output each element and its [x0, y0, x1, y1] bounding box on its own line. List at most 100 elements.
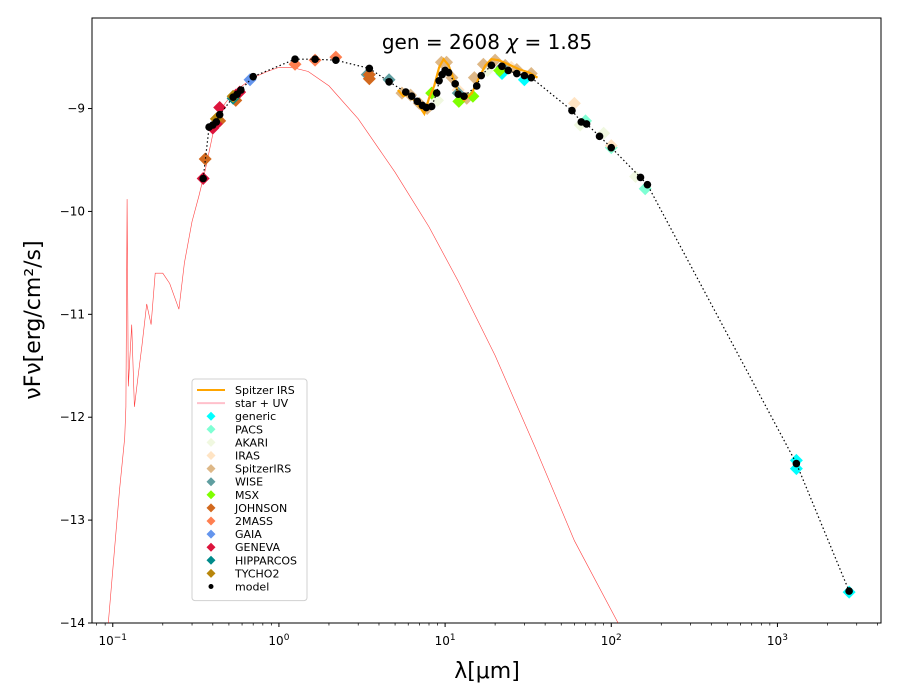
legend-label: TYCHO2 — [234, 567, 279, 580]
model-point-30 — [487, 61, 496, 70]
model-point-15 — [407, 92, 416, 100]
legend-label: Spitzer IRS — [235, 384, 295, 397]
marker-geneva-3 — [213, 101, 227, 115]
legend-label: WISE — [235, 476, 263, 489]
x-tick-label-1: 100 — [268, 633, 289, 648]
legend-item-johnson: JOHNSON — [206, 502, 287, 515]
legend-item-wise: WISE — [206, 476, 263, 489]
legend-swatch-diamond — [206, 542, 216, 552]
model-point-26 — [454, 90, 463, 98]
legend-item-iras: IRAS — [206, 450, 260, 463]
model-point-36 — [568, 106, 576, 115]
marker-msx-2 — [466, 89, 480, 103]
x-tick-exponent: −1 — [114, 633, 127, 643]
legend-label: generic — [235, 410, 276, 423]
model-point-35 — [527, 73, 536, 82]
model-point-9 — [291, 55, 299, 63]
legend-item-tycho2: TYCHO2 — [206, 567, 279, 580]
x-tick-label-0: 10−1 — [98, 633, 127, 648]
model-point-8 — [249, 72, 257, 81]
marker-iras-2 — [567, 96, 581, 110]
x-tick-exponent: 3 — [782, 633, 788, 643]
model-point-41 — [636, 173, 645, 182]
legend-item-spitzer-irs: Spitzer IRS — [197, 384, 295, 397]
legend-swatch-diamond — [206, 490, 216, 500]
y-tick-label-3: −12 — [60, 410, 85, 424]
x-tick-base: 10 — [435, 634, 450, 648]
x-axis-title: λ[μm] — [454, 659, 520, 684]
model-point-27 — [460, 92, 468, 100]
x-tick-exponent: 0 — [284, 633, 290, 643]
legend-item-2mass: 2MASS — [206, 515, 273, 528]
legend-label: star + UV — [235, 397, 289, 410]
y-tick-label-5: −14 — [60, 616, 85, 630]
x-tick-base: 10 — [601, 634, 616, 648]
series-layer — [108, 50, 856, 623]
model-point-44 — [845, 587, 853, 595]
legend-label: IRAS — [235, 450, 260, 463]
legend-item-geneva: GENEVA — [206, 541, 280, 554]
legend-label: GAIA — [235, 528, 262, 541]
x-tick-base: 10 — [268, 634, 283, 648]
model-point-29 — [477, 71, 486, 80]
axes-frame — [91, 17, 882, 624]
x-tick-label-2: 101 — [435, 633, 456, 648]
model-point-34 — [520, 71, 529, 80]
model-point-3 — [212, 118, 221, 126]
legend-swatch-diamond — [206, 516, 216, 526]
legend-swatch-dot — [208, 584, 214, 589]
marker-spitzerirs-9 — [476, 57, 490, 71]
legend-swatch-diamond — [206, 451, 216, 460]
legend-item-pacs: PACS — [206, 423, 263, 436]
model-point-0 — [199, 174, 207, 183]
model-point-14 — [401, 88, 410, 96]
model-point-24 — [444, 68, 453, 77]
legend-swatch-diamond — [206, 555, 216, 565]
model-point-13 — [385, 77, 393, 86]
x-tick-exponent: 2 — [616, 633, 622, 643]
legend-item-akari: AKARI — [206, 436, 268, 449]
x-tick-label-3: 102 — [601, 633, 622, 648]
model-point-39 — [595, 132, 604, 141]
model-point-33 — [512, 69, 521, 78]
legend-label: AKARI — [235, 436, 268, 449]
legend-swatch-diamond — [206, 411, 216, 421]
model-point-38 — [582, 120, 591, 128]
y-tick-label-0: −9 — [67, 102, 85, 116]
marker-johnson-0 — [198, 152, 212, 166]
legend-label: GENEVA — [235, 541, 280, 554]
model-point-25 — [451, 80, 459, 88]
model-point-16 — [413, 97, 422, 106]
legend-item-model: model — [208, 581, 269, 594]
model-point-10 — [311, 55, 319, 63]
legend-label: MSX — [235, 489, 259, 502]
legend-item-gaia: GAIA — [206, 528, 262, 541]
legend-label: JOHNSON — [234, 502, 287, 515]
legend-swatch-diamond — [206, 464, 216, 474]
legend-item-msx: MSX — [206, 489, 259, 502]
legend-label: HIPPARCOS — [235, 554, 297, 567]
x-tick-base: 10 — [767, 634, 782, 648]
legend-label: SpitzerIRS — [235, 463, 291, 476]
legend-swatch-diamond — [206, 424, 216, 434]
model-point-12 — [365, 64, 374, 73]
legend-label: 2MASS — [235, 515, 273, 528]
y-axis-title: νFν[erg/cm²/s] — [21, 240, 46, 399]
legend-item-generic: generic — [206, 410, 276, 423]
model-point-40 — [607, 143, 616, 152]
chart-title: gen = 2608 χ = 1.85 — [382, 30, 592, 54]
marker-msx-3 — [493, 63, 507, 77]
model-point-28 — [472, 82, 481, 90]
legend-swatch-diamond — [206, 437, 216, 447]
legend-item-spitzerirs: SpitzerIRS — [206, 463, 291, 476]
y-tick-label-1: −10 — [60, 204, 85, 218]
legend-label: model — [235, 581, 269, 594]
y-tick-label-4: −13 — [60, 513, 85, 527]
model-point-11 — [332, 56, 340, 64]
series-line-star-uv — [108, 67, 619, 623]
model-point-4 — [215, 110, 224, 119]
model-point-7 — [237, 86, 245, 94]
